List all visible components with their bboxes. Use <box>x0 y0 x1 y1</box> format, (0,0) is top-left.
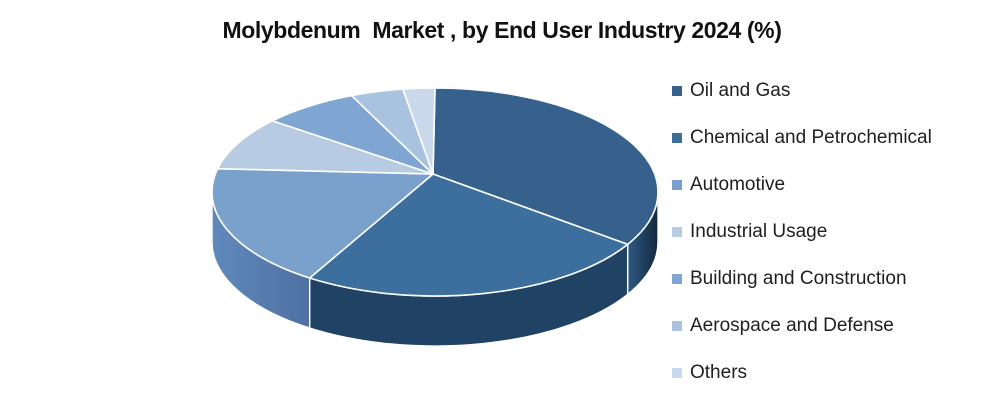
legend-color-swatch <box>672 227 682 237</box>
legend-item-oil-and-gas: Oil and Gas <box>672 81 932 101</box>
pie-slice-oil-and-gas <box>432 87 659 246</box>
legend-label: Aerospace and Defense <box>690 315 894 336</box>
legend-item-industrial-usage: Industrial Usage <box>672 222 932 242</box>
legend-color-swatch <box>672 180 682 190</box>
pie-slice-automotive <box>211 167 434 279</box>
legend-item-automotive: Automotive <box>672 175 932 195</box>
legend-item-others: Others <box>672 363 932 383</box>
legend: Oil and Gas Chemical and Petrochemical Aut… <box>672 81 932 383</box>
legend-color-swatch <box>672 321 682 331</box>
legend-label: Chemical and Petrochemical <box>690 127 932 148</box>
chart-title: Molybdenum Market , by End User Industry… <box>222 17 782 43</box>
legend-label: Others <box>690 362 748 383</box>
legend-color-swatch <box>672 368 682 378</box>
legend-color-swatch <box>672 86 682 96</box>
legend-color-swatch <box>672 274 682 284</box>
legend-label: Industrial Usage <box>690 221 828 242</box>
legend-item-chemical-and-petrochemical: Chemical and Petrochemical <box>672 128 932 148</box>
pie-slice-chemical-and-petrochemical <box>308 173 629 297</box>
legend-color-swatch <box>672 133 682 143</box>
legend-label: Automotive <box>690 174 786 195</box>
pie-slice-others <box>402 87 436 175</box>
legend-item-building-and-construction: Building and Construction <box>672 269 932 289</box>
legend-label: Building and Construction <box>690 268 907 289</box>
legend-label: Oil and Gas <box>690 80 791 101</box>
legend-item-aerospace-and-defense: Aerospace and Defense <box>672 316 932 336</box>
pie-slice-industrial-usage <box>216 120 434 175</box>
